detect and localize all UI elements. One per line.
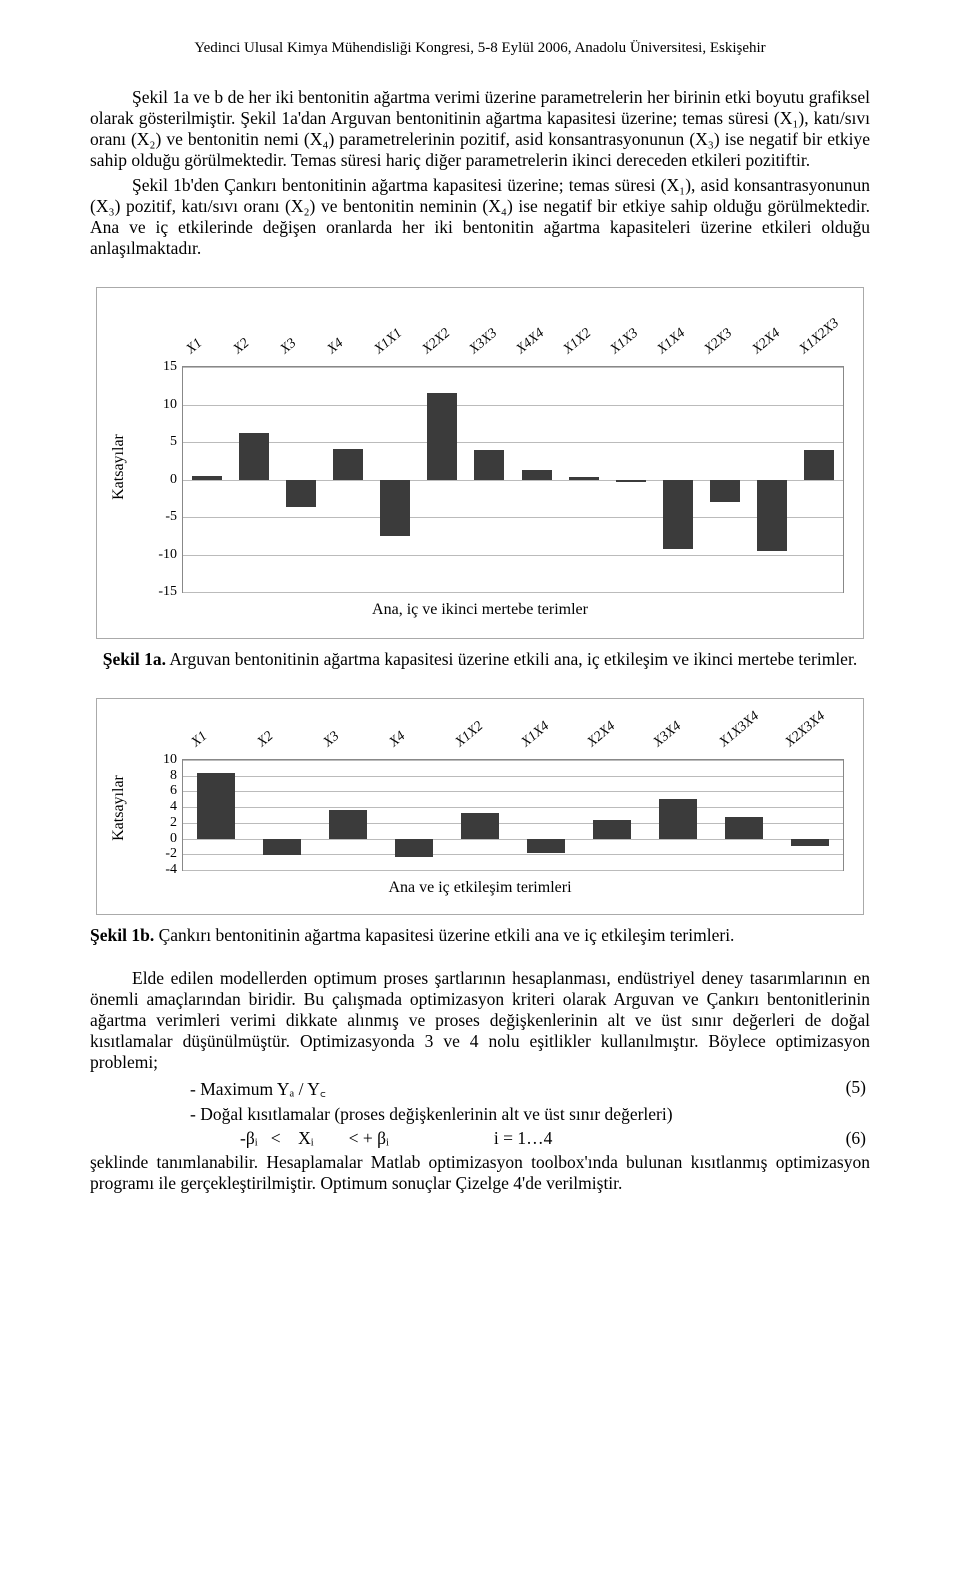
ytick: -15 [158,584,177,600]
category-label: X1X4 [655,326,689,358]
figure-1b-chart: Katsayılar X1X2X3X4X1X2X1X4X2X4X3X4X1X3X… [96,698,864,915]
chart1-caption: Ana, iç ve ikinci mertebe terimler [97,601,863,619]
category-label: X1X2 [561,326,595,358]
bar [329,810,367,839]
ytick: 6 [170,783,177,799]
bar [616,480,646,482]
eq6-num: (6) [846,1128,870,1149]
category-label: X1X3X4 [716,709,762,751]
category-label: X1X2X3 [796,316,842,358]
figure-1a-chart: Katsayılar X1X2X3X4X1X1X2X2X3X3X4X4X1X2X… [96,287,864,639]
bar [757,480,787,551]
ytick: -5 [165,509,177,525]
paragraph-4: şeklinde tanımlanabilir. Hesaplamalar Ma… [90,1152,870,1194]
category-label: X4 [325,336,347,358]
bar [395,839,433,858]
category-label: X1 [183,336,205,358]
category-label: X2 [231,336,253,358]
category-label: X1X4 [518,719,552,751]
ytick: 10 [163,397,177,413]
bar [725,817,763,838]
category-label: X4X4 [513,326,547,358]
bar [527,839,565,854]
chart2-plot: -4-20246810 [182,759,844,871]
bar [791,839,829,847]
category-label: X2X4 [749,326,783,358]
bar [286,480,316,508]
bar [663,480,693,550]
eq5-lhs: - Maximum Yₐ / Y꜀ [90,1077,326,1101]
eq6-lhs: -βᵢ < Xᵢ < + βᵢ i = 1…4 [90,1128,552,1149]
ytick: 5 [170,434,177,450]
chart1-plot: -15-10-5051015 [182,366,844,593]
bar [380,480,410,536]
category-label: X2X3X4 [782,709,828,751]
bar [333,449,363,480]
paragraph-2: Şekil 1b'den Çankırı bentonitinin ağartm… [90,175,870,259]
category-label: X2X2 [419,326,453,358]
category-label: X3X3 [466,326,500,358]
ytick: 10 [163,752,177,768]
category-label: X1X1 [372,326,406,358]
ytick: 8 [170,768,177,784]
fig1b-text: Çankırı bentonitinin ağartma kapasitesi … [154,925,734,945]
category-label: X3 [278,336,300,358]
category-label: X3X4 [650,719,684,751]
ytick: 15 [163,359,177,375]
bar [192,476,222,480]
category-label: X1 [188,729,210,751]
bar [263,839,301,856]
eq5-num: (5) [846,1077,870,1101]
bar [522,470,552,480]
category-label: X1X2 [452,719,486,751]
chart2-ylabel: Katsayılar [110,775,128,841]
bar [569,477,599,479]
figure-1a-caption: Şekil 1a. Arguvan bentonitinin ağartma k… [90,649,870,670]
ytick: 0 [170,831,177,847]
fig1a-text: Arguvan bentonitinin ağartma kapasitesi … [166,649,857,669]
category-label: X2 [254,729,276,751]
fig1a-label: Şekil 1a. [103,649,166,669]
ytick: -10 [158,547,177,563]
figure-1b-caption: Şekil 1b. Çankırı bentonitinin ağartma k… [90,925,870,946]
page-header: Yedinci Ulusal Kimya Mühendisliği Kongre… [90,40,870,57]
category-label: X2X3 [702,326,736,358]
chart2-caption: Ana ve iç etkileşim terimleri [97,879,863,897]
eq6-title: - Doğal kısıtlamalar (proses değişkenler… [90,1104,673,1125]
ytick: -4 [165,862,177,878]
ytick: 4 [170,799,177,815]
bar [427,393,457,479]
bar [461,813,499,838]
bar [474,450,504,480]
bar [593,820,631,839]
category-label: X2X4 [584,719,618,751]
equation-5: - Maximum Yₐ / Y꜀ (5) [90,1077,870,1101]
paragraph-3: Elde edilen modellerden optimum proses ş… [90,968,870,1073]
equation-6: -βᵢ < Xᵢ < + βᵢ i = 1…4 (6) [90,1128,870,1149]
bar [659,799,697,838]
equation-6-title: - Doğal kısıtlamalar (proses değişkenler… [90,1104,870,1125]
bar [804,450,834,480]
fig1b-label: Şekil 1b. [90,925,154,945]
bar [197,773,235,839]
ytick: 0 [170,472,177,488]
ytick: -2 [165,846,177,862]
bar [710,480,740,503]
paragraph-1: Şekil 1a ve b de her iki bentonitin ağar… [90,87,870,171]
chart1-ylabel: Katsayılar [110,434,128,500]
category-label: X1X3 [608,326,642,358]
ytick: 2 [170,815,177,831]
category-label: X3 [320,729,342,751]
category-label: X4 [386,729,408,751]
bar [239,433,269,480]
